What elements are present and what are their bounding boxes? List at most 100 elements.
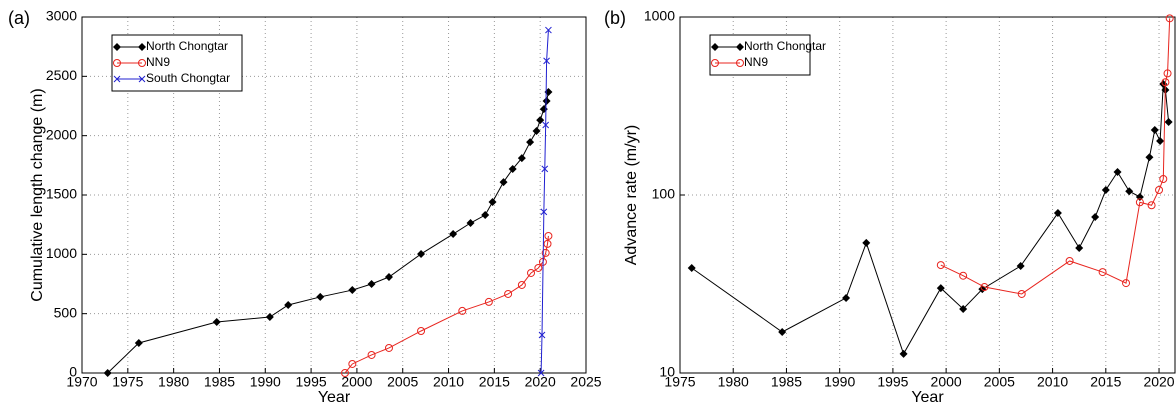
legend-label: North Chongtar [146, 39, 228, 53]
series-line [691, 83, 1170, 356]
marker [1165, 14, 1174, 23]
x-tick-label: 2010 [433, 374, 464, 390]
marker [1101, 185, 1110, 194]
panel-label: (b) [604, 8, 626, 28]
marker [1156, 137, 1165, 146]
marker [284, 301, 293, 310]
marker [488, 198, 497, 207]
marker [936, 261, 945, 270]
legend-marker [736, 59, 744, 67]
legend-label: North Chongtar [744, 39, 826, 53]
marker [417, 249, 426, 258]
x-tick-label: 1975 [664, 374, 695, 390]
marker [1147, 201, 1156, 210]
y-tick-label: 2000 [46, 126, 77, 142]
y-tick-label: 10 [659, 364, 675, 380]
legend-marker [113, 59, 121, 67]
marker [527, 268, 536, 277]
y-axis-label: Advance rate (m/yr) [623, 125, 640, 265]
series-line [107, 91, 549, 374]
legend-marker [138, 75, 146, 83]
marker [899, 349, 908, 358]
marker [1098, 268, 1107, 277]
marker [367, 350, 376, 359]
marker [538, 331, 546, 339]
marker [1155, 185, 1164, 194]
panel-label: (a) [8, 8, 30, 28]
marker [367, 280, 376, 288]
marker [1145, 153, 1154, 162]
y-tick-label: 2500 [46, 67, 77, 83]
legend-label: NN9 [744, 55, 768, 69]
marker [536, 116, 545, 125]
marker [541, 165, 549, 173]
y-tick-label: 100 [652, 186, 676, 202]
marker [481, 211, 490, 220]
x-tick-label: 2000 [931, 374, 962, 390]
marker [316, 292, 325, 301]
marker [384, 343, 393, 352]
marker [687, 263, 696, 272]
x-tick-label: 1980 [718, 374, 749, 390]
marker [540, 208, 548, 216]
marker [265, 312, 274, 321]
x-tick-label: 1975 [112, 374, 143, 390]
x-tick-label: 2005 [984, 374, 1015, 390]
marker [458, 306, 467, 315]
panel: 1970 1975 1980 1985 1990 1995 2000 2005 2010 2015… [8, 8, 602, 407]
x-tick-label: 2025 [570, 374, 601, 390]
marker [959, 271, 968, 280]
series-line [344, 235, 549, 374]
x-tick-label: 2020 [1143, 374, 1174, 390]
marker [1159, 174, 1168, 183]
y-tick-label: 0 [69, 364, 77, 380]
marker [543, 57, 550, 65]
legend-marker [711, 43, 719, 51]
marker [1125, 187, 1134, 196]
legend-marker [711, 59, 719, 67]
marker [545, 26, 552, 34]
marker [348, 359, 357, 368]
legend-marker [138, 43, 146, 51]
x-tick-label: 2015 [1090, 374, 1121, 390]
x-tick-label: 1980 [158, 374, 189, 390]
series-line [940, 18, 1171, 295]
x-tick-label: 1995 [877, 374, 908, 390]
legend-label: NN9 [146, 55, 170, 69]
x-tick-label: 1995 [296, 374, 327, 390]
marker [537, 369, 545, 377]
x-tick-label: 1990 [824, 374, 855, 390]
marker [1135, 198, 1144, 207]
marker [534, 263, 543, 272]
marker [212, 317, 221, 326]
legend-label: South Chongtar [146, 71, 230, 85]
x-tick-label: 1985 [771, 374, 802, 390]
marker [384, 272, 393, 281]
marker [543, 239, 552, 248]
marker [517, 154, 526, 163]
marker [539, 105, 548, 114]
x-axis-label: Year [911, 389, 944, 406]
marker [517, 280, 526, 289]
marker [1163, 69, 1172, 78]
y-tick-label: 3000 [46, 8, 77, 24]
legend-marker [736, 43, 744, 51]
marker [449, 230, 458, 239]
legend-marker [113, 43, 121, 51]
x-tick-label: 1985 [204, 374, 235, 390]
x-tick-label: 2020 [525, 374, 556, 390]
marker [1113, 168, 1122, 177]
marker [499, 178, 508, 187]
marker [1065, 256, 1074, 265]
y-axis-label: Cumulative length change (m) [29, 88, 46, 301]
y-tick-label: 500 [54, 304, 78, 320]
marker [862, 238, 871, 247]
marker [484, 297, 493, 306]
marker [1017, 289, 1026, 298]
marker [936, 284, 945, 293]
legend-marker [113, 75, 121, 83]
marker [1122, 279, 1131, 288]
legend-box [709, 34, 811, 76]
marker [1161, 78, 1170, 87]
